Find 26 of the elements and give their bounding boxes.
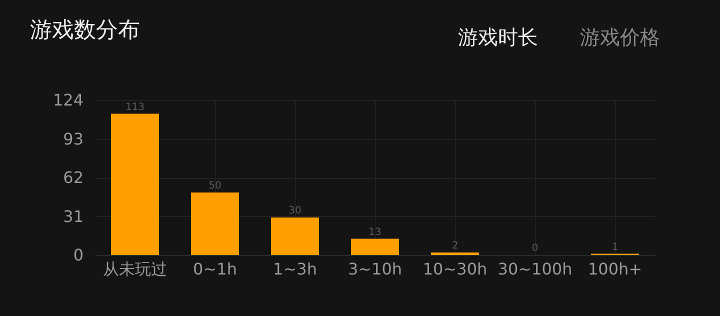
x-tick-label: 3~10h [348,260,402,278]
data-label: 30 [288,206,302,216]
x-tick-label: 10~30h [422,260,488,278]
data-label: 13 [368,226,382,238]
x-tick-label: 100h+ [588,260,642,278]
text: 游戏时长 [458,25,538,49]
x-tick-label: 0~1h [193,260,237,278]
data-label: 2 [452,240,458,252]
data-label: 50 [208,180,222,192]
y-tick-label: 31 [63,206,84,226]
bar [351,238,399,255]
data-label: 113 [125,102,145,113]
data-label: 0 [532,243,538,254]
x-tick-label: 1~3h [273,260,317,278]
bar [111,114,159,255]
data-label: 1 [612,242,618,253]
y-tick-label: 62 [63,168,84,187]
y-tick-label: 0 [73,246,84,264]
y-tick-label: 93 [63,129,84,148]
x-tick-label: 30~100h [498,260,572,278]
bar [191,192,239,255]
x-tick-label: 从未玩过 [103,260,167,278]
chart-title: 游戏数分布 [30,18,140,43]
bar [271,218,319,255]
y-tick-label: 124 [52,90,84,110]
text: 游戏价格 [580,25,660,49]
